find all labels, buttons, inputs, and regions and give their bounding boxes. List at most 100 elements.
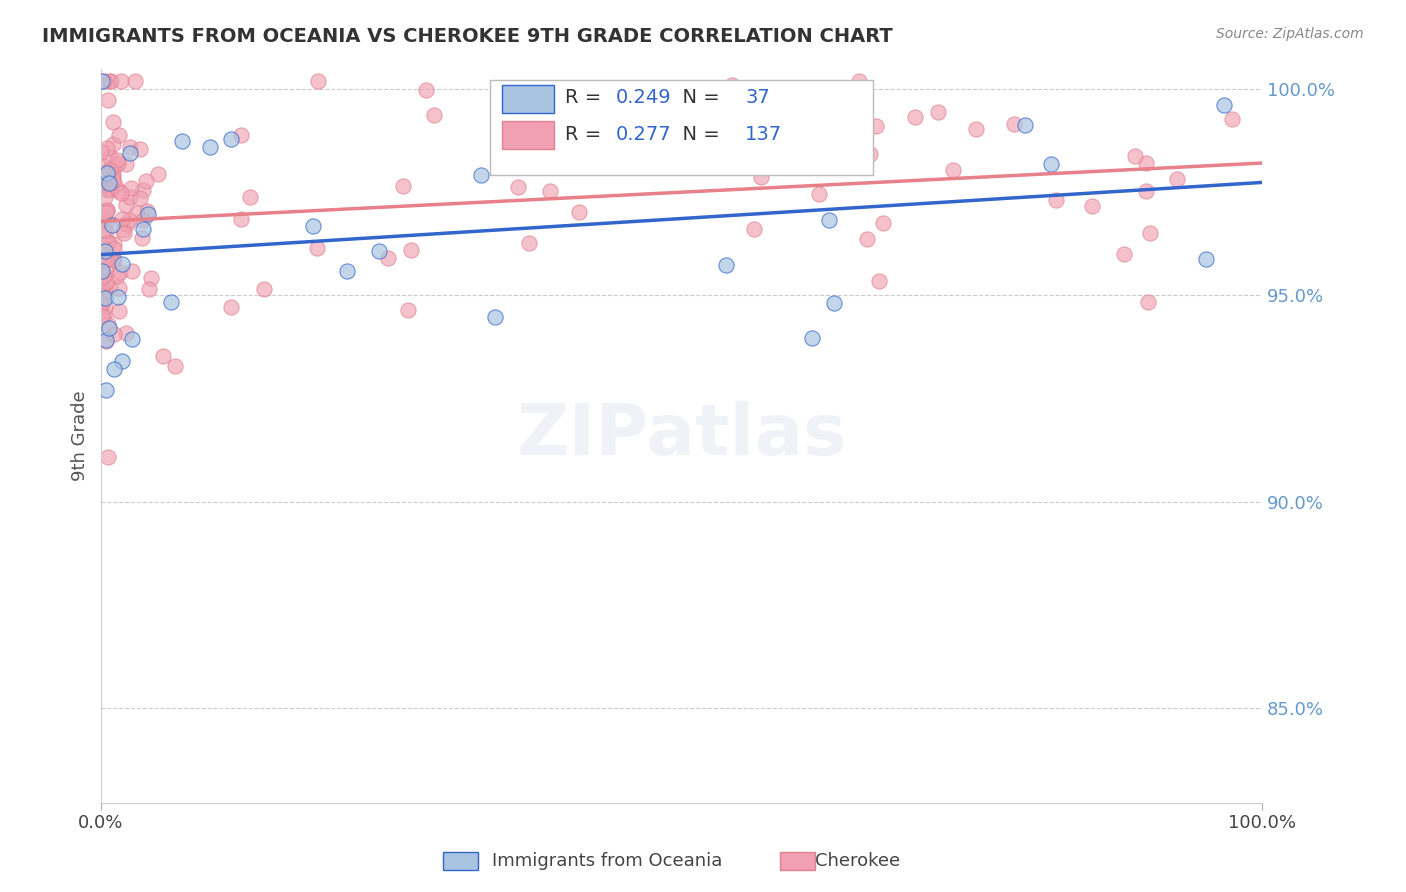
Point bbox=[942, 162, 965, 177]
Point bbox=[517, 236, 540, 251]
Point bbox=[91, 285, 114, 300]
Point bbox=[96, 214, 118, 228]
Point bbox=[103, 137, 125, 152]
Point bbox=[98, 176, 121, 190]
Point bbox=[423, 108, 446, 122]
Point bbox=[219, 132, 242, 146]
Point bbox=[94, 182, 117, 196]
Point bbox=[103, 178, 125, 193]
Point bbox=[118, 146, 141, 161]
Point bbox=[96, 166, 118, 180]
Point bbox=[91, 241, 114, 255]
Point bbox=[219, 300, 242, 314]
Point bbox=[97, 93, 120, 107]
Point bbox=[1139, 226, 1161, 240]
Point bbox=[103, 361, 125, 376]
Point bbox=[838, 141, 860, 155]
Text: Immigrants from Oceania: Immigrants from Oceania bbox=[492, 852, 723, 870]
Point bbox=[148, 167, 170, 181]
Point bbox=[138, 282, 160, 296]
Point bbox=[484, 310, 506, 324]
Point bbox=[721, 78, 744, 93]
Point bbox=[90, 309, 112, 323]
Point bbox=[567, 204, 589, 219]
Point bbox=[470, 169, 492, 183]
Point bbox=[1213, 98, 1236, 112]
Point bbox=[98, 321, 121, 335]
Point bbox=[160, 295, 183, 310]
Point bbox=[818, 212, 841, 227]
Point bbox=[848, 74, 870, 88]
Point bbox=[305, 241, 328, 255]
Point bbox=[91, 252, 114, 267]
Point bbox=[1136, 295, 1159, 310]
Point bbox=[823, 296, 845, 310]
Point bbox=[91, 280, 114, 294]
Point bbox=[105, 153, 128, 167]
Point bbox=[253, 282, 276, 296]
Point bbox=[136, 207, 159, 221]
Point bbox=[97, 74, 120, 88]
Point bbox=[94, 291, 117, 305]
Point bbox=[859, 147, 882, 161]
Point bbox=[115, 157, 138, 171]
Point bbox=[239, 190, 262, 204]
Point bbox=[97, 235, 120, 250]
Point bbox=[94, 172, 117, 186]
Point bbox=[114, 326, 136, 340]
FancyBboxPatch shape bbox=[502, 85, 554, 112]
Point bbox=[1220, 112, 1243, 127]
Point bbox=[90, 295, 112, 310]
Point bbox=[129, 142, 152, 156]
Point bbox=[94, 333, 117, 347]
Point bbox=[1045, 193, 1067, 207]
Point bbox=[538, 184, 561, 198]
Point bbox=[94, 244, 117, 259]
Point bbox=[121, 264, 143, 278]
Point bbox=[801, 330, 824, 344]
Text: ZIPatlas: ZIPatlas bbox=[516, 401, 846, 470]
Point bbox=[110, 74, 132, 88]
Point bbox=[91, 271, 114, 285]
Text: N =: N = bbox=[669, 125, 725, 145]
Text: 0.277: 0.277 bbox=[616, 125, 671, 145]
Point bbox=[302, 219, 325, 233]
Point bbox=[107, 290, 129, 304]
Point bbox=[200, 140, 222, 154]
Point bbox=[1112, 246, 1135, 260]
Point bbox=[1135, 155, 1157, 169]
Point bbox=[94, 205, 117, 219]
Point bbox=[101, 218, 124, 232]
Point bbox=[172, 134, 194, 148]
Point bbox=[111, 354, 134, 368]
Point bbox=[128, 191, 150, 205]
Point bbox=[97, 317, 120, 331]
Text: R =: R = bbox=[565, 88, 607, 107]
Point bbox=[94, 275, 117, 289]
Point bbox=[135, 174, 157, 188]
Point bbox=[1014, 118, 1036, 132]
Point bbox=[96, 203, 118, 218]
Point bbox=[110, 186, 132, 201]
Point bbox=[115, 198, 138, 212]
Point bbox=[97, 450, 120, 464]
Point bbox=[91, 264, 114, 278]
Point bbox=[93, 301, 115, 315]
Point bbox=[111, 257, 134, 271]
Point bbox=[101, 173, 124, 187]
Point bbox=[94, 383, 117, 397]
Point bbox=[1166, 172, 1188, 186]
Point bbox=[94, 253, 117, 268]
Point bbox=[377, 251, 399, 265]
Point bbox=[131, 213, 153, 227]
Point bbox=[111, 223, 134, 237]
Point bbox=[742, 222, 765, 236]
Point bbox=[100, 74, 122, 88]
Point bbox=[229, 128, 252, 142]
Point bbox=[98, 163, 121, 178]
Point bbox=[392, 179, 415, 194]
Point bbox=[125, 206, 148, 220]
Point bbox=[90, 174, 112, 188]
Point bbox=[94, 334, 117, 348]
Point bbox=[399, 243, 422, 257]
